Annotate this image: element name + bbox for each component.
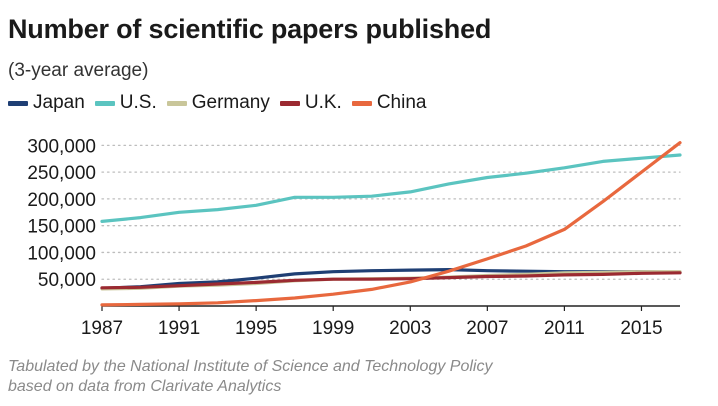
chart-subtitle: (3-year average) (8, 60, 149, 81)
line-chart: 50,000 100,000 150,000 200,000 250,000 300,00… (27, 136, 682, 339)
legend: Japan U.S. Germany U.K. China (8, 92, 436, 114)
source-note: Tabulated by the National Institute of S… (8, 357, 492, 397)
y-tick-label: 50,000 (38, 270, 96, 291)
source-line-2: based on data from Clarivate Analytics (8, 378, 282, 395)
legend-label-japan: Japan (33, 92, 85, 113)
y-tick-label: 200,000 (27, 190, 96, 211)
legend-swatch-us (94, 100, 115, 106)
legend-swatch-germany (166, 100, 187, 106)
x-tick-label: 2011 (544, 318, 585, 339)
chart-title: Number of scientific papers published (8, 14, 492, 44)
y-tick-label: 100,000 (27, 243, 96, 264)
x-tick-label: 1991 (158, 318, 200, 339)
series-line-us (100, 153, 682, 223)
legend-label-china: China (376, 92, 427, 113)
series-line-uk (100, 271, 682, 290)
legend-item-uk: U.K. (279, 92, 342, 114)
x-tick-label: 1999 (312, 318, 354, 339)
source-line-1: Tabulated by the National Institute of S… (8, 358, 493, 375)
series-line-china (100, 141, 682, 307)
legend-item-us: U.S. (94, 92, 157, 114)
x-tick-label: 2007 (466, 318, 508, 339)
legend-label-germany: Germany (191, 92, 270, 113)
y-tick-label: 250,000 (27, 163, 96, 184)
y-tick-label: 300,000 (27, 136, 96, 157)
y-tick-label: 150,000 (27, 217, 96, 238)
legend-label-us: U.S. (119, 92, 157, 113)
legend-item-japan: Japan (8, 92, 85, 114)
x-tick-label: 1987 (81, 318, 123, 339)
x-tick-label: 2003 (389, 318, 431, 339)
x-tick-label: 1995 (235, 318, 277, 339)
legend-item-china: China (351, 92, 427, 114)
legend-item-germany: Germany (166, 92, 270, 114)
x-tick-label: 2015 (620, 318, 662, 339)
legend-label-uk: U.K. (304, 92, 342, 113)
legend-swatch-china (351, 100, 372, 106)
legend-swatch-japan (8, 100, 28, 106)
legend-swatch-uk (279, 100, 300, 106)
